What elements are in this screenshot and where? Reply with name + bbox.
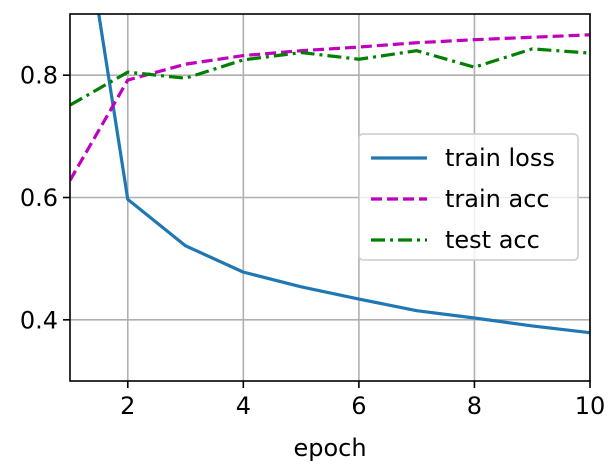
- x-tick-label: 6: [351, 392, 366, 420]
- legend-label: train acc: [445, 185, 550, 213]
- y-tick-label: 0.6: [20, 184, 58, 212]
- x-tick-label: 2: [120, 392, 135, 420]
- x-tick-label: 4: [236, 392, 251, 420]
- series-line-train-acc: [70, 33, 590, 182]
- legend-box: [358, 133, 579, 261]
- x-axis-label: epoch: [293, 434, 366, 461]
- y-tick-label: 0.8: [20, 62, 58, 90]
- series-group: [70, 14, 590, 335]
- x-tick-label: 10: [575, 392, 606, 420]
- series-line-train-loss: [97, 14, 590, 335]
- legend: train loss train acc test acc: [358, 133, 579, 261]
- y-axis-ticks: 0.4 0.6 0.8: [20, 62, 70, 334]
- series-line-test-acc: [70, 47, 590, 107]
- y-tick-label: 0.4: [20, 306, 58, 334]
- legend-label: test acc: [445, 226, 540, 254]
- x-axis-ticks: 2 4 6 8 10: [120, 381, 605, 420]
- x-tick-label: 8: [467, 392, 482, 420]
- legend-label: train loss: [445, 144, 555, 172]
